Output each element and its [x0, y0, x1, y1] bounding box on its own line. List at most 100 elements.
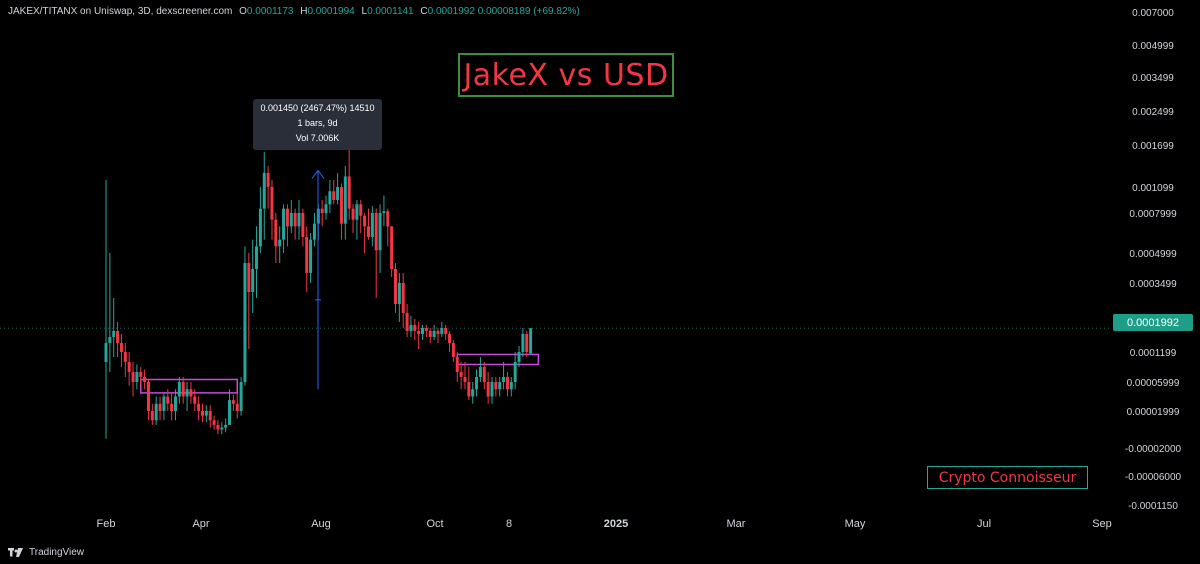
- candles: [104, 140, 533, 439]
- x-tick-label: Jul: [977, 518, 991, 530]
- candle-body: [347, 176, 351, 209]
- candle-body: [228, 400, 232, 425]
- candle-body: [529, 328, 533, 354]
- symbol-header: JAKEX/TITANX on Uniswap, 3D, dexscreener…: [8, 6, 580, 17]
- candle-body: [119, 342, 123, 352]
- candle-body: [328, 191, 332, 205]
- y-tick-label: 0.001699: [1132, 141, 1174, 152]
- candle-body: [451, 342, 455, 357]
- candle-body: [289, 212, 293, 227]
- candle-body: [208, 410, 212, 421]
- candle-body: [251, 268, 255, 292]
- credit-text: Crypto Connoisseur: [938, 469, 1077, 486]
- candle-body: [162, 396, 166, 411]
- candle-body: [274, 219, 278, 247]
- candle-body: [494, 381, 498, 390]
- open-value: 0.0001173: [246, 6, 294, 17]
- y-tick-label: 0.0003499: [1129, 279, 1177, 290]
- x-tick-label: May: [845, 518, 866, 530]
- high-value: 0.0001994: [307, 6, 355, 17]
- candle-body: [139, 371, 143, 377]
- x-tick-label: 2025: [604, 518, 628, 530]
- candle-body: [332, 191, 336, 200]
- x-tick-label: Feb: [97, 518, 116, 530]
- candle-body: [339, 186, 343, 224]
- candle-body: [343, 176, 347, 224]
- candle-body: [490, 381, 494, 397]
- candle-body: [401, 282, 405, 313]
- candle-body: [231, 400, 235, 404]
- y-axis[interactable]: 0.007000 0.004999 0.003499 0.002499 0.001699…: [1125, 8, 1182, 512]
- candle-body: [359, 204, 363, 216]
- current-price-tag: 0.0001992: [1113, 314, 1193, 331]
- y-tick-label: 0.0004999: [1129, 249, 1177, 260]
- candle-body: [301, 212, 305, 237]
- candle-body: [370, 212, 374, 237]
- y-tick-label: 0.007000: [1132, 8, 1174, 19]
- x-axis[interactable]: Feb Apr Aug Oct 8 2025 Mar May Jul Sep: [97, 518, 1112, 530]
- tradingview-logo-icon: [8, 547, 23, 557]
- candle-body: [351, 208, 355, 220]
- candle-body: [143, 376, 147, 382]
- candle-body: [463, 376, 467, 382]
- x-tick-label: Sep: [1092, 518, 1112, 530]
- candle-body: [235, 403, 239, 411]
- footer-brand[interactable]: TradingView: [8, 547, 84, 558]
- candle-body: [224, 424, 228, 428]
- candle-body: [212, 420, 216, 425]
- candle-body: [278, 239, 282, 247]
- candle-body: [525, 333, 529, 352]
- arrow-head: [311, 169, 325, 179]
- candle-body: [336, 186, 340, 200]
- candle-body: [309, 239, 313, 273]
- range-box: [139, 378, 238, 394]
- y-tick-label: 0.001099: [1132, 183, 1174, 194]
- candle-body: [108, 336, 112, 343]
- candle-body: [386, 211, 390, 227]
- title-box: JakeX vs USD: [458, 53, 674, 97]
- y-tick-label: 0.003499: [1132, 73, 1174, 84]
- y-tick-label: -0.0001150: [1128, 501, 1178, 512]
- y-tick-label: -0.00006000: [1125, 472, 1182, 483]
- candle-body: [305, 236, 309, 273]
- close-value: 0.0001992: [427, 6, 475, 17]
- candle-body: [417, 330, 421, 334]
- candle-body: [201, 410, 204, 416]
- candle-body: [255, 246, 259, 269]
- measure-arrow: [311, 169, 325, 390]
- candle-body: [366, 226, 370, 237]
- candle-body: [513, 361, 517, 382]
- y-tick-label: -0.00002000: [1125, 444, 1182, 455]
- candle-body: [471, 389, 475, 397]
- candle-body: [170, 403, 174, 411]
- candle-body: [432, 330, 436, 337]
- candle-body: [158, 403, 162, 411]
- candle-body: [243, 262, 247, 382]
- candle-body: [440, 327, 444, 334]
- candle-body: [220, 427, 224, 430]
- candle-body: [189, 389, 193, 397]
- symbol-text: JAKEX/TITANX on Uniswap, 3D, dexscreener…: [8, 6, 233, 17]
- candle-body: [239, 381, 243, 411]
- candle-body: [424, 327, 428, 331]
- candle-body: [127, 361, 131, 372]
- candle-body: [428, 330, 432, 337]
- high-label: H: [300, 6, 308, 17]
- candle-body: [374, 212, 378, 251]
- candle-body: [312, 223, 316, 240]
- low-value: 0.0001141: [367, 6, 414, 17]
- x-tick-label: Aug: [311, 518, 331, 530]
- low-label: L: [361, 6, 368, 17]
- candle-body: [509, 381, 513, 390]
- credit-box: Crypto Connoisseur: [927, 466, 1088, 489]
- candle-body: [482, 366, 486, 382]
- range-boxes: [139, 353, 540, 394]
- candle-body: [154, 403, 158, 421]
- candle-body: [247, 262, 251, 292]
- range-box: [456, 353, 540, 366]
- candle-body: [324, 204, 328, 213]
- candle-body: [216, 424, 220, 430]
- x-tick-label: 8: [506, 518, 512, 530]
